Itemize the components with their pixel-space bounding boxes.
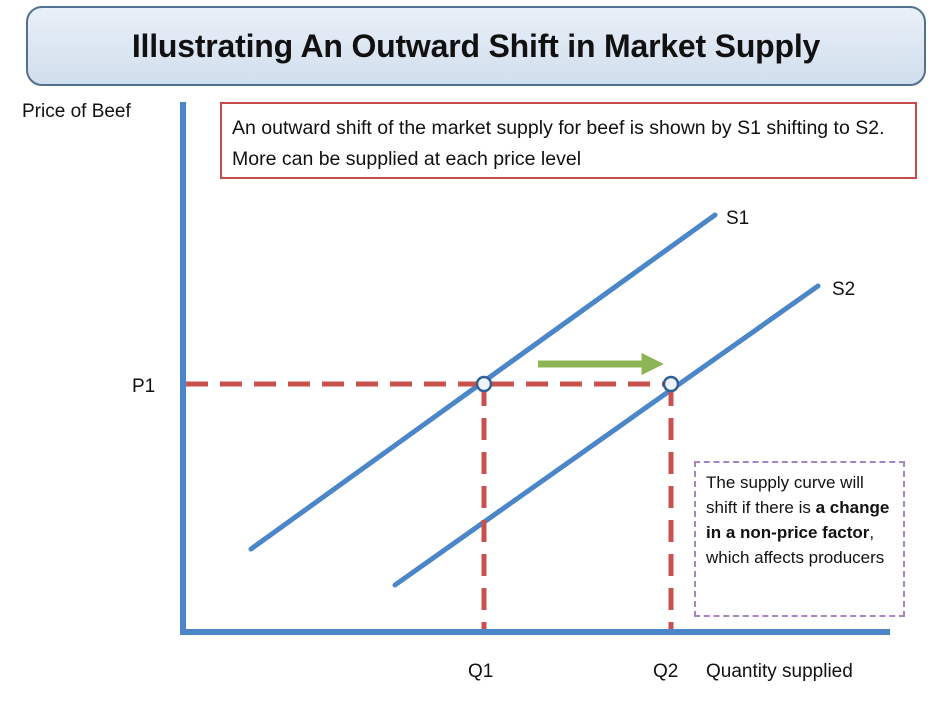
- non-price-factor-note: The supply curve will shift if there is …: [694, 461, 905, 617]
- supply-curve-s2: [392, 283, 821, 588]
- quantity-label-q2: Q2: [653, 661, 678, 682]
- price-label-p1: P1: [132, 376, 155, 397]
- note-side-bold: a change in a non-price factor: [706, 498, 890, 542]
- note-side-part2: , which affects producers: [706, 523, 885, 567]
- explanation-text: An outward shift of the market supply fo…: [232, 117, 885, 170]
- quantity-label-q1: Q1: [468, 661, 493, 682]
- x-axis-label: Quantity supplied: [706, 661, 853, 682]
- non-price-factor-text: The supply curve will shift if there is …: [706, 470, 895, 570]
- curve-label-s2: S2: [832, 279, 855, 300]
- note-side-part1: The supply curve will shift if there is: [706, 473, 864, 517]
- y-axis-label: Price of Beef: [22, 101, 131, 122]
- title-banner: Illustrating An Outward Shift in Market …: [26, 6, 926, 86]
- page-title: Illustrating An Outward Shift in Market …: [131, 27, 821, 64]
- curve-label-s1: S1: [726, 208, 749, 229]
- point-p1-q1: [475, 375, 493, 393]
- explanation-note: An outward shift of the market supply fo…: [220, 102, 917, 179]
- point-p1-q2: [662, 375, 680, 393]
